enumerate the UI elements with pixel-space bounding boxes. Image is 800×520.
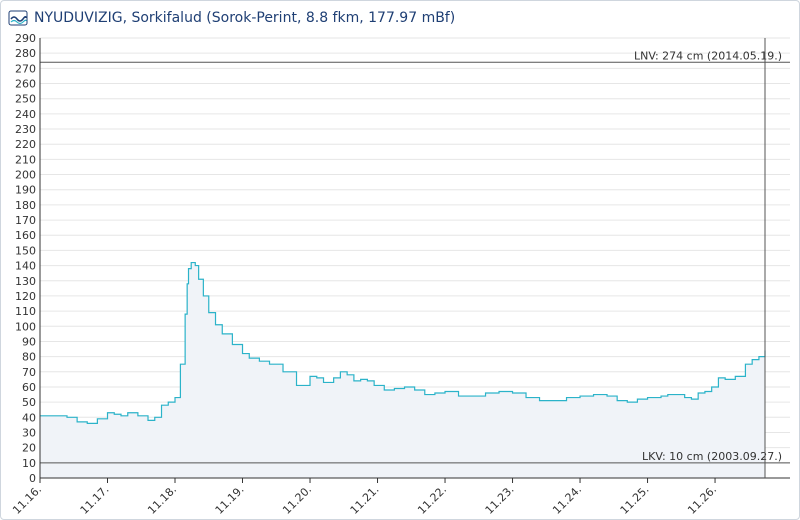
y-tick-label: 180: [15, 199, 36, 212]
y-tick-label: 280: [15, 47, 36, 60]
y-tick-label: 30: [22, 426, 36, 439]
y-tick-label: 60: [22, 381, 36, 394]
y-tick-label: 0: [29, 472, 36, 485]
x-tick-label: 11.17.: [78, 483, 112, 517]
y-tick-label: 190: [15, 184, 36, 197]
x-tick-label: 11.25.: [618, 483, 652, 517]
y-tick-label: 110: [15, 305, 36, 318]
y-tick-label: 290: [15, 32, 36, 45]
water-level-line: [40, 261, 766, 424]
y-tick-label: 120: [15, 290, 36, 303]
chart-title: NYUDUVIZIG, Sorkifalud (Sorok-Perint, 8.…: [34, 10, 456, 26]
y-tick-label: 260: [15, 78, 36, 91]
y-tick-label: 80: [22, 351, 36, 364]
x-tick-label: 11.16.: [10, 483, 44, 517]
x-tick-label: 11.21.: [348, 483, 382, 517]
y-tick-label: 50: [22, 396, 36, 409]
y-tick-label: 270: [15, 62, 36, 75]
y-tick-label: 20: [22, 442, 36, 455]
y-tick-label: 230: [15, 123, 36, 136]
y-axis-ticks: 0 10 20 30 40 50 60 70 80 90 100 110 120 130 140 150 160…: [15, 32, 36, 485]
y-tick-label: 70: [22, 366, 36, 379]
y-tick-label: 150: [15, 244, 36, 257]
y-tick-label: 130: [15, 275, 36, 288]
y-tick-label: 100: [15, 320, 36, 333]
reference-label-lkv: LKV: 10 cm (2003.09.27.): [642, 450, 782, 463]
water-level-fill: [40, 262, 765, 478]
x-tick-label: 11.26.: [685, 483, 719, 517]
y-tick-label: 210: [15, 153, 36, 166]
reference-label-lnv: LNV: 274 cm (2014.05.19.): [634, 49, 782, 62]
x-tick-label: 11.20.: [280, 483, 314, 517]
y-tick-label: 220: [15, 138, 36, 151]
water-level-area: [40, 261, 766, 478]
axes: [39, 38, 790, 479]
reference-lines: LNV: 274 cm (2014.05.19.) LKV: 10 cm (200…: [40, 49, 790, 464]
chart-header: NYUDUVIZIG, Sorkifalud (Sorok-Perint, 8.…: [8, 7, 455, 29]
y-tick-label: 200: [15, 169, 36, 182]
x-tick-label: 11.22.: [415, 483, 449, 517]
y-tick-label: 10: [22, 457, 36, 470]
x-axis-ticks: 11.16. 11.17. 11.18. 11.19. 11.20. 11.21. 11.2…: [10, 478, 719, 517]
y-tick-label: 170: [15, 214, 36, 227]
x-tick-label: 11.18.: [145, 483, 179, 517]
y-tick-label: 160: [15, 229, 36, 242]
x-tick-label: 11.24.: [550, 483, 584, 517]
y-tick-label: 250: [15, 93, 36, 106]
water-authority-logo-icon: [8, 10, 28, 26]
y-tick-label: 140: [15, 260, 36, 273]
y-tick-label: 240: [15, 108, 36, 121]
y-tick-label: 90: [22, 335, 36, 348]
y-tick-label: 40: [22, 411, 36, 424]
x-tick-label: 11.19.: [213, 483, 247, 517]
x-tick-label: 11.23.: [483, 483, 517, 517]
